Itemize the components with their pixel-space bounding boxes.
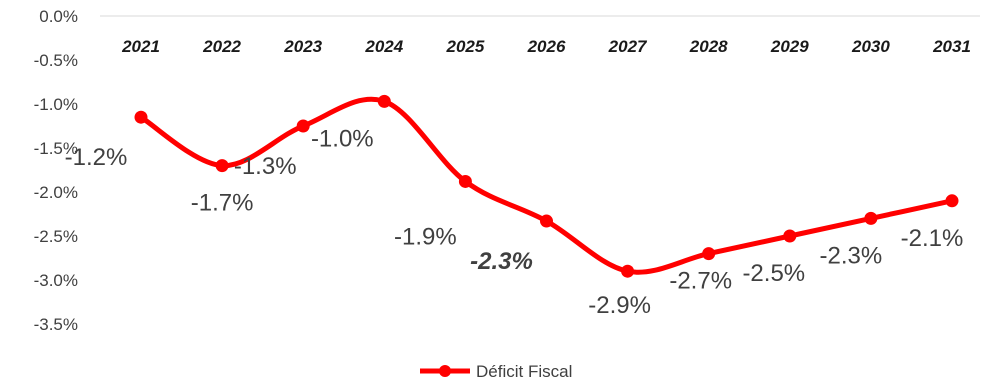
data-label: -1.2% xyxy=(65,144,128,171)
y-tick-label: -3.5% xyxy=(34,315,78,334)
y-tick-label: 0.0% xyxy=(39,7,78,26)
x-tick-label: 2024 xyxy=(364,37,403,56)
data-point xyxy=(296,119,310,133)
x-tick-label: 2025 xyxy=(445,37,484,56)
data-point xyxy=(702,247,716,261)
y-tick-label: -1.0% xyxy=(34,95,78,114)
x-tick-label: 2027 xyxy=(608,37,648,56)
legend: Déficit Fiscal xyxy=(420,362,572,381)
data-label: -2.3% xyxy=(470,248,533,275)
x-tick-label: 2028 xyxy=(689,37,728,56)
x-axis: 2021 2022 2023 2024 2025 2026 2027 2028 2029 2030… xyxy=(121,37,971,56)
data-label: -1.0% xyxy=(311,125,374,152)
x-tick-label: 2029 xyxy=(770,37,809,56)
data-point xyxy=(783,229,797,243)
x-tick-label: 2021 xyxy=(121,37,160,56)
data-label: -1.3% xyxy=(234,153,297,180)
data-labels: -1.2% -1.7% -1.3% -1.0% -1.9% -2.3% -2.9% -2.7%… xyxy=(65,125,964,319)
y-tick-label: -3.0% xyxy=(34,271,78,290)
y-tick-label: -2.0% xyxy=(34,183,78,202)
data-label: -1.7% xyxy=(191,190,254,217)
y-axis: 0.0% -0.5% -1.0% -1.5% -2.0% -2.5% -3.0% -3.5% xyxy=(34,7,78,334)
y-tick-label: -1.5% xyxy=(34,139,78,158)
data-label: -2.7% xyxy=(669,268,732,295)
data-label: -2.9% xyxy=(588,292,651,319)
data-label: -1.9% xyxy=(394,223,457,250)
legend-point-marker xyxy=(439,365,451,377)
data-point xyxy=(945,194,959,208)
x-tick-label: 2030 xyxy=(851,37,890,56)
data-point xyxy=(864,211,878,225)
data-label: -2.3% xyxy=(820,242,883,269)
data-point xyxy=(377,94,391,108)
x-tick-label: 2026 xyxy=(527,37,566,56)
data-label: -2.1% xyxy=(901,225,964,252)
data-point xyxy=(621,264,635,278)
y-tick-label: -0.5% xyxy=(34,51,78,70)
data-point xyxy=(134,110,148,124)
x-tick-label: 2022 xyxy=(202,37,241,56)
series-points xyxy=(134,94,959,278)
data-label: -2.5% xyxy=(742,260,805,287)
x-tick-label: 2023 xyxy=(283,37,322,56)
data-point xyxy=(215,159,229,173)
legend-label: Déficit Fiscal xyxy=(476,362,572,381)
x-tick-label: 2031 xyxy=(932,37,971,56)
data-point xyxy=(540,214,553,228)
data-point xyxy=(458,174,472,188)
y-tick-label: -2.5% xyxy=(34,227,78,246)
